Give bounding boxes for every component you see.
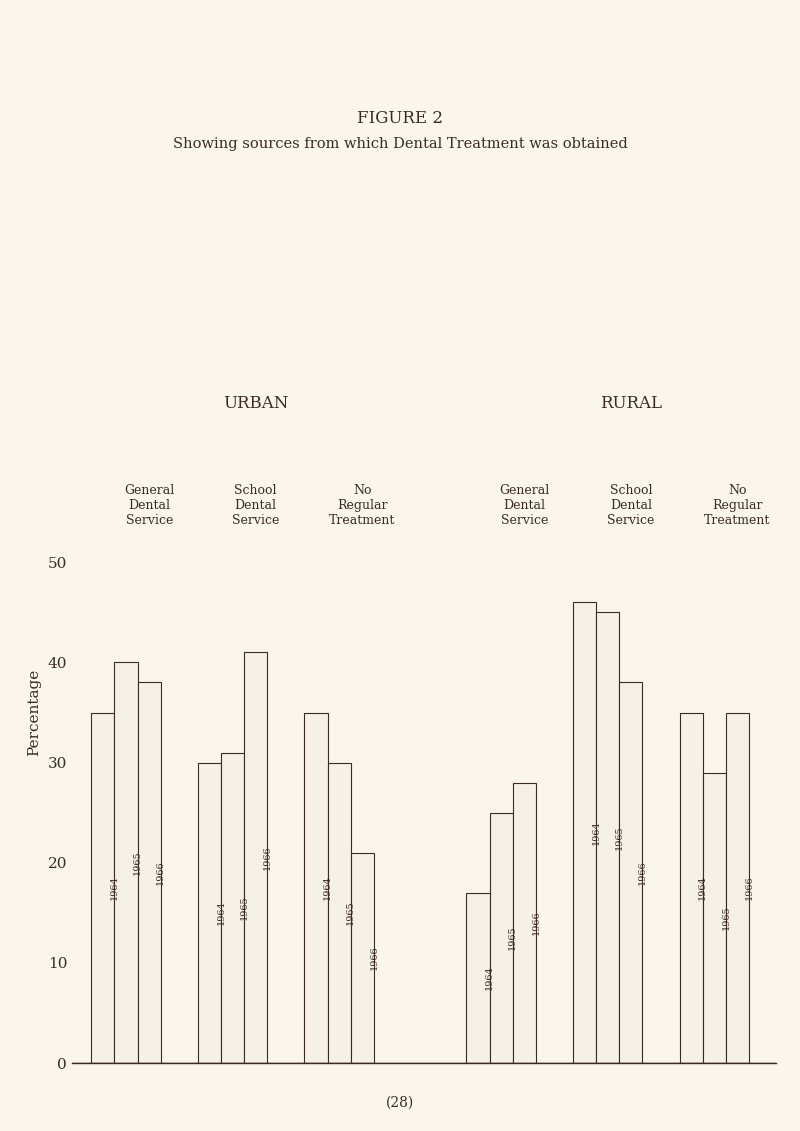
Text: 1964: 1964 (592, 820, 601, 845)
Text: 1965: 1965 (346, 900, 355, 925)
Bar (679, 713, 702, 1063)
Text: School
Dental
Service: School Dental Service (232, 484, 279, 527)
Text: 1966: 1966 (370, 946, 378, 970)
Bar (573, 603, 596, 1063)
Bar (221, 752, 244, 1063)
Bar (138, 682, 161, 1063)
Text: 1965: 1965 (722, 906, 730, 930)
Text: School
Dental
Service: School Dental Service (607, 484, 654, 527)
Bar (513, 783, 536, 1063)
Bar (114, 663, 138, 1063)
Text: RURAL: RURAL (600, 395, 662, 412)
Bar (198, 762, 221, 1063)
Bar (619, 682, 642, 1063)
Text: 1965: 1965 (240, 896, 249, 921)
Text: 1965: 1965 (614, 826, 624, 851)
Text: 1965: 1965 (508, 925, 518, 950)
Bar (304, 713, 327, 1063)
Bar (726, 713, 749, 1063)
Text: URBAN: URBAN (223, 395, 289, 412)
Bar (466, 892, 490, 1063)
Bar (91, 713, 114, 1063)
Bar (327, 762, 350, 1063)
Text: (28): (28) (386, 1096, 414, 1110)
Text: 1964: 1964 (698, 875, 707, 900)
Text: 1964: 1964 (217, 900, 226, 925)
Y-axis label: Percentage: Percentage (26, 668, 41, 757)
Text: No
Regular
Treatment: No Regular Treatment (329, 484, 395, 527)
Text: 1966: 1966 (531, 910, 541, 935)
Text: No
Regular
Treatment: No Regular Treatment (704, 484, 770, 527)
Text: Showing sources from which Dental Treatment was obtained: Showing sources from which Dental Treatm… (173, 137, 627, 150)
Bar (596, 612, 619, 1063)
Text: 1964: 1964 (485, 966, 494, 991)
Bar (702, 772, 726, 1063)
Text: General
Dental
Service: General Dental Service (499, 484, 550, 527)
Text: 1964: 1964 (323, 875, 332, 900)
Text: 1966: 1966 (638, 861, 647, 886)
Text: 1965: 1965 (133, 851, 142, 875)
Text: 1966: 1966 (262, 846, 272, 870)
Bar (244, 653, 267, 1063)
Text: General
Dental
Service: General Dental Service (124, 484, 174, 527)
Text: 1966: 1966 (156, 861, 166, 886)
Text: 1966: 1966 (745, 875, 754, 900)
Text: FIGURE 2: FIGURE 2 (357, 110, 443, 128)
Text: 1964: 1964 (110, 875, 119, 900)
Bar (490, 813, 513, 1063)
Bar (350, 853, 374, 1063)
